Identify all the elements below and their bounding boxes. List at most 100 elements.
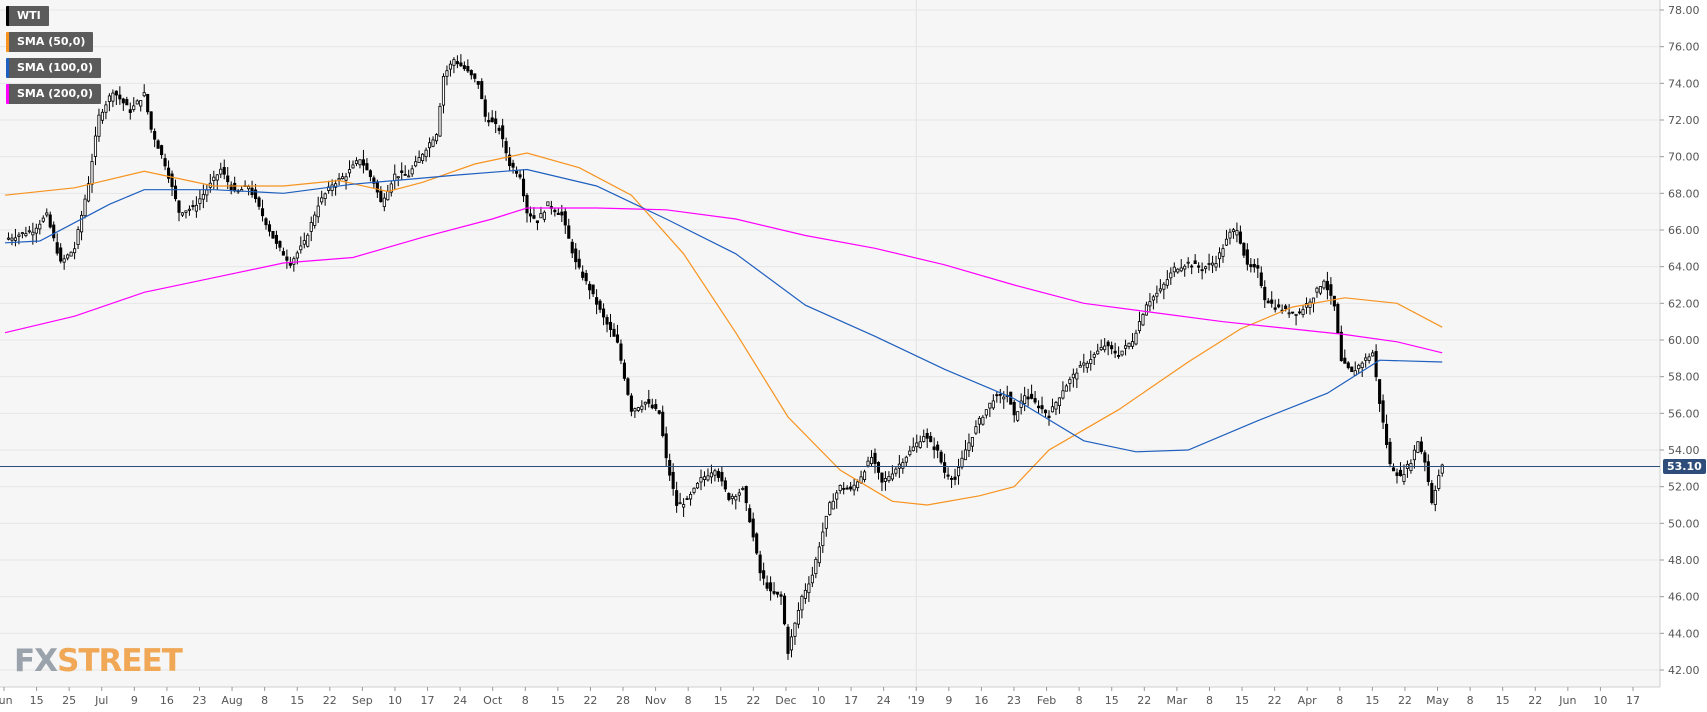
candle-body xyxy=(622,362,626,379)
candle-body xyxy=(602,308,606,318)
candle-body xyxy=(41,217,45,222)
candle-body xyxy=(779,594,783,597)
candle-body xyxy=(664,433,668,459)
candle-body xyxy=(201,194,205,200)
sma-100-line xyxy=(4,168,1443,453)
candle-body xyxy=(998,393,1002,396)
candle-body xyxy=(320,197,324,203)
x-tick-label: 15 xyxy=(1235,694,1249,707)
candle-body xyxy=(17,234,21,237)
candle-body xyxy=(334,183,338,188)
candle-body xyxy=(1277,304,1281,308)
candle-body xyxy=(1016,411,1020,421)
candle-body xyxy=(379,190,383,203)
candle-body xyxy=(511,162,515,168)
candle-body xyxy=(528,213,533,217)
candle-body xyxy=(448,63,452,70)
candle-body xyxy=(1023,395,1027,404)
candle-body xyxy=(713,470,717,476)
y-tick-label: 66.00 xyxy=(1668,224,1700,237)
candle-body xyxy=(535,220,539,224)
candle-body xyxy=(24,233,28,237)
y-tick-label: 54.00 xyxy=(1668,444,1700,457)
candle-body xyxy=(76,229,80,245)
candle-body xyxy=(1364,357,1368,361)
candle-body xyxy=(706,475,710,481)
candle-body xyxy=(727,493,731,500)
x-tick-label: 8 xyxy=(1467,694,1474,707)
candle-body xyxy=(1169,272,1173,279)
candle-body xyxy=(1106,341,1110,347)
candle-body xyxy=(1242,242,1246,256)
legend-item-sma-50[interactable]: SMA (50,0) xyxy=(6,32,94,52)
candle-body xyxy=(1409,463,1413,472)
candle-body xyxy=(515,170,519,174)
candle-body xyxy=(1193,260,1197,265)
candle-body xyxy=(267,224,272,232)
candle-body xyxy=(69,251,73,257)
candle-body xyxy=(135,100,139,105)
candle-body xyxy=(170,173,174,188)
legend-item-sma-100[interactable]: SMA (100,0) xyxy=(6,58,102,78)
candle-body xyxy=(929,435,933,443)
candle-body xyxy=(10,237,14,241)
candle-body xyxy=(1068,379,1072,384)
y-tick-label: 68.00 xyxy=(1668,187,1700,200)
candle-body xyxy=(1054,402,1058,410)
candle-body xyxy=(741,488,745,490)
candle-body xyxy=(1374,351,1378,378)
candle-body xyxy=(194,204,198,212)
candle-body xyxy=(803,589,807,599)
candle-body xyxy=(1426,461,1430,482)
x-tick-label: 17 xyxy=(421,694,435,707)
candle-body xyxy=(107,95,111,102)
candle-body xyxy=(1346,362,1350,369)
candle-body xyxy=(647,399,651,404)
candle-body xyxy=(6,237,11,240)
candle-body xyxy=(932,446,936,451)
candle-body xyxy=(375,181,379,193)
candle-body xyxy=(723,480,727,490)
candle-body xyxy=(1012,401,1016,416)
candle-body xyxy=(483,99,487,117)
candle-body xyxy=(365,163,369,171)
candle-body xyxy=(173,185,178,200)
sma-200-line xyxy=(4,207,1443,354)
candle-body xyxy=(219,168,223,175)
y-tick-label: 58.00 xyxy=(1668,371,1700,384)
candle-body xyxy=(908,450,912,456)
candle-body xyxy=(1437,475,1441,489)
candle-body xyxy=(1357,364,1361,370)
candle-body xyxy=(709,472,713,478)
candle-body xyxy=(887,476,891,481)
candle-body xyxy=(66,254,70,259)
candle-body xyxy=(80,214,84,233)
legend-item-sma-200[interactable]: SMA (200,0) xyxy=(6,84,102,104)
y-tick-label: 50.00 xyxy=(1668,517,1700,530)
x-tick-label: Dec xyxy=(775,694,796,707)
x-tick-label: 23 xyxy=(1007,694,1021,707)
candle-body xyxy=(772,591,776,594)
x-tick-label: Jul xyxy=(94,694,108,707)
candle-body xyxy=(1238,231,1242,244)
candle-body xyxy=(163,158,167,167)
candle-body xyxy=(845,487,849,490)
candle-body xyxy=(222,167,226,175)
y-axis: 42.00 44.00 46.00 48.00 50.00 52.00 54.00 56.00… xyxy=(1659,0,1700,687)
candle-body xyxy=(48,214,52,228)
legend-item-wti[interactable]: WTI xyxy=(6,6,49,26)
candle-body xyxy=(640,405,644,410)
y-tick-label: 48.00 xyxy=(1668,554,1700,567)
candle-body xyxy=(1078,365,1082,368)
x-tick-label: 16 xyxy=(160,694,174,707)
x-tick-label: 10 xyxy=(388,694,402,707)
candle-body xyxy=(1416,441,1420,453)
candle-body xyxy=(1294,313,1298,316)
x-tick-label: May xyxy=(1426,694,1449,707)
x-tick-label: 17 xyxy=(844,694,858,707)
candle-body xyxy=(354,160,359,164)
candle-body xyxy=(1130,341,1135,347)
sma-50-line xyxy=(4,152,1443,506)
candle-body xyxy=(1117,354,1121,357)
